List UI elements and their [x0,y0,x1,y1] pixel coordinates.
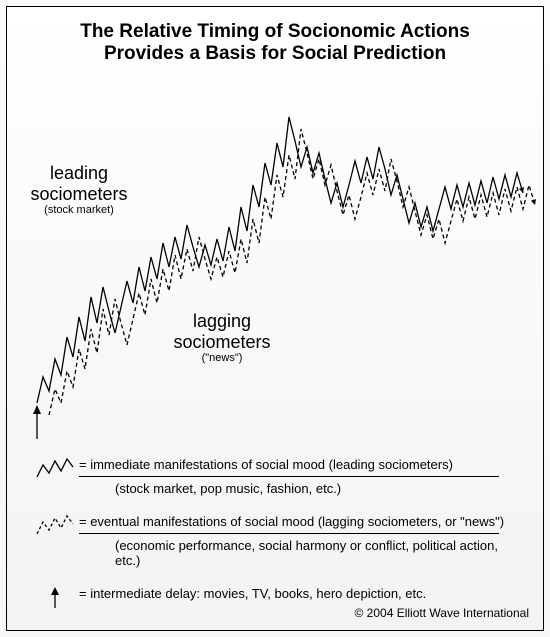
legend-text: = eventual manifestations of social mood… [79,514,515,529]
label-lagging-line1: lagging [147,311,297,332]
legend-separator [79,533,499,534]
label-leading-line2: sociometers [9,184,149,205]
arrow-up-icon [35,586,75,610]
label-leading-line1: leading [9,163,149,184]
legend: = immediate manifestations of social moo… [35,457,515,601]
legend-text: = intermediate delay: movies, TV, books,… [79,586,515,601]
legend-text: = immediate manifestations of social moo… [79,457,515,472]
label-lagging-sub: ("news") [147,352,297,365]
label-lagging-line2: sociometers [147,332,297,353]
label-lagging-sociometers: lagging sociometers ("news") [147,311,297,365]
solid-zigzag-icon [35,457,75,481]
copyright-text: © 2004 Elliott Wave International [355,606,530,620]
legend-subtext: (stock market, pop music, fashion, etc.) [115,481,515,496]
legend-row: = eventual manifestations of social mood… [35,514,515,568]
legend-row: = immediate manifestations of social moo… [35,457,515,496]
chart-panel: The Relative Timing of Socionomic Action… [6,6,544,631]
legend-row: = intermediate delay: movies, TV, books,… [35,586,515,601]
label-leading-sociometers: leading sociometers (stock market) [9,163,149,217]
legend-separator [79,476,499,477]
legend-subtext: (economic performance, social harmony or… [115,538,515,568]
dashed-zigzag-icon [35,514,75,538]
page-frame: The Relative Timing of Socionomic Action… [0,0,550,637]
label-leading-sub: (stock market) [9,204,149,217]
